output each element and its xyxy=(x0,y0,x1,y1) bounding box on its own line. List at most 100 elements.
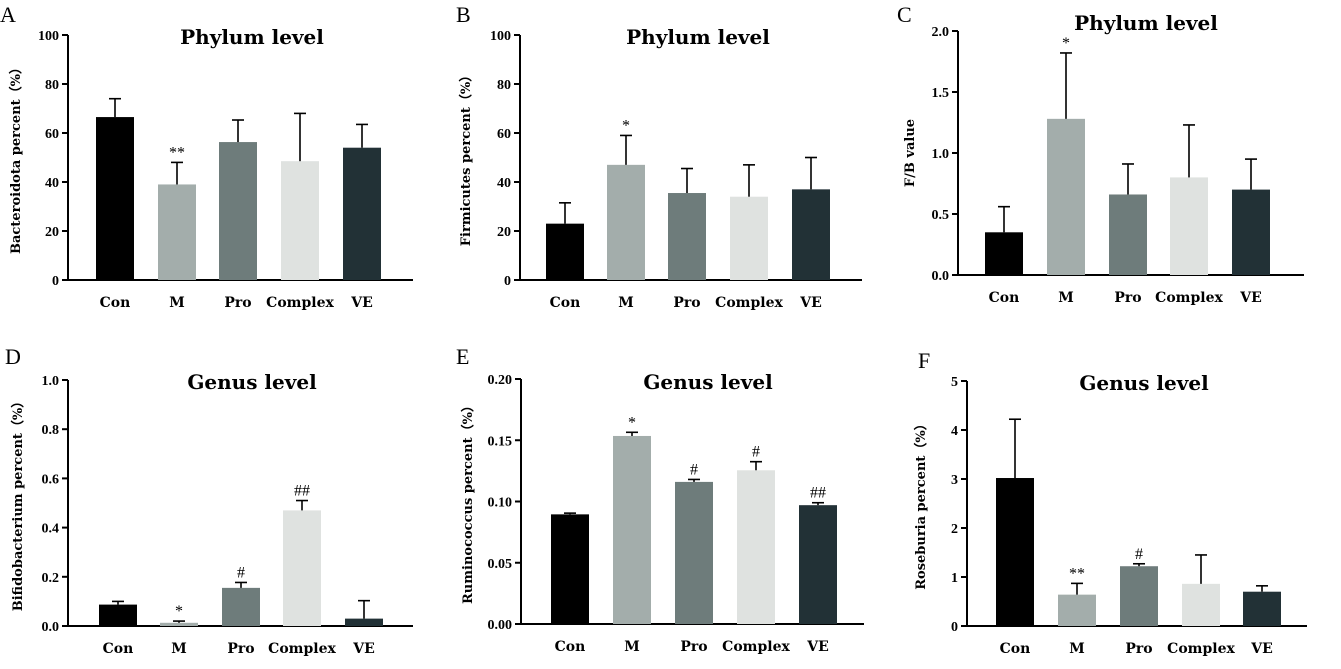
x-tick-label: Con xyxy=(989,290,1020,306)
x-tick-label: VE xyxy=(806,639,829,655)
y-tick-label: 100 xyxy=(490,29,511,44)
chart-title: Phylum level xyxy=(180,25,324,49)
chart-panel-f: F Genus level 0 1 2 3 4 5 Roseburia percent（%） Co… xyxy=(913,348,1307,657)
y-tick-label: 80 xyxy=(497,78,511,93)
significance-mark: ## xyxy=(294,483,310,500)
chart-panel-d: D Genus level 0.0 0.2 0.4 0.6 0.8 1.0 Bifidobact… xyxy=(5,344,413,657)
x-tick-label: Complex xyxy=(1155,290,1223,306)
y-tick-label: 0.05 xyxy=(488,557,513,572)
x-tick-label: Pro xyxy=(680,639,707,655)
y-tick-label: 2 xyxy=(951,522,958,537)
bar-pro xyxy=(222,587,260,626)
y-axis-label: Firmicutes percent（%） xyxy=(458,69,474,246)
y-tick-label: 20 xyxy=(45,225,59,240)
x-tick-label: Complex xyxy=(722,639,790,655)
x-tick-label: Complex xyxy=(268,641,336,657)
y-tick-label: 1.0 xyxy=(932,147,950,162)
y-tick-label: 2.0 xyxy=(932,25,950,40)
x-tick-label: Pro xyxy=(224,295,251,311)
bar-con xyxy=(996,478,1034,626)
bar-con xyxy=(551,514,589,624)
significance-mark: # xyxy=(1135,546,1143,563)
bar-complex xyxy=(1170,177,1208,275)
x-tick-label: VE xyxy=(350,295,373,311)
x-tick-label: VE xyxy=(1239,290,1262,306)
bar-pro xyxy=(675,481,713,624)
significance-mark: # xyxy=(690,461,698,478)
bar-pro xyxy=(1120,566,1158,626)
bar-m xyxy=(613,435,651,624)
y-tick-label: 0 xyxy=(504,274,511,289)
significance-mark: ** xyxy=(1069,565,1085,582)
x-tick-label: M xyxy=(1069,641,1085,657)
bar-con xyxy=(546,223,584,280)
bar-complex xyxy=(737,470,775,624)
chart-panel-c: C Phylum level 0.0 0.5 1.0 1.5 2.0 F/B value Con… xyxy=(897,2,1304,306)
x-tick-label: Con xyxy=(1000,641,1031,657)
x-tick-label: M xyxy=(169,295,185,311)
y-tick-label: 60 xyxy=(497,127,511,142)
bar-ve xyxy=(345,618,383,626)
bar-m xyxy=(1058,594,1096,626)
x-tick-label: Con xyxy=(100,295,131,311)
x-tick-label: Con xyxy=(550,295,581,311)
significance-mark: * xyxy=(175,603,183,620)
y-tick-label: 0.8 xyxy=(42,423,60,438)
y-axis-label: Roseburia percent（%） xyxy=(913,417,929,590)
significance-mark: # xyxy=(752,444,760,461)
panel-letter: C xyxy=(897,2,912,27)
chart-title: Phylum level xyxy=(1074,11,1218,35)
significance-mark: * xyxy=(628,414,636,431)
significance-mark: ** xyxy=(169,144,185,161)
y-tick-label: 0.20 xyxy=(488,373,513,388)
bar-ve xyxy=(799,505,837,624)
y-tick-label: 20 xyxy=(497,225,511,240)
x-tick-label: Pro xyxy=(1114,290,1141,306)
y-axis-label: Bacteroidota percent（%） xyxy=(8,61,24,254)
x-tick-label: Complex xyxy=(266,295,334,311)
x-tick-label: VE xyxy=(799,295,822,311)
y-tick-label: 0.00 xyxy=(488,618,513,633)
y-tick-label: 0.0 xyxy=(42,620,60,635)
bar-complex xyxy=(1182,583,1220,626)
chart-panel-b: B Phylum level 0 20 40 60 80 100 Firmicutes perc… xyxy=(456,2,862,311)
bar-m xyxy=(1047,118,1085,275)
bar-con xyxy=(985,232,1023,275)
bar-complex xyxy=(730,196,768,280)
bar-pro xyxy=(219,142,257,280)
y-axis-label: Ruminococcus percent（%） xyxy=(460,399,476,604)
y-tick-label: 1 xyxy=(951,571,958,586)
x-tick-label: Pro xyxy=(1125,641,1152,657)
y-tick-label: 100 xyxy=(38,29,59,44)
significance-mark: ## xyxy=(810,485,826,502)
y-tick-label: 0.5 xyxy=(932,208,950,223)
panel-letter: B xyxy=(456,2,471,27)
y-tick-label: 40 xyxy=(497,176,511,191)
bar-con xyxy=(96,117,134,280)
bar-complex xyxy=(283,510,321,626)
y-tick-label: 60 xyxy=(45,127,59,142)
bar-ve xyxy=(1232,189,1270,275)
y-axis-label: Bifidobacterium percent（%） xyxy=(10,395,26,612)
y-tick-label: 1.5 xyxy=(932,86,950,101)
x-tick-label: Pro xyxy=(227,641,254,657)
x-tick-label: Complex xyxy=(715,295,783,311)
x-tick-label: Con xyxy=(555,639,586,655)
significance-mark: * xyxy=(622,117,630,134)
y-tick-label: 1.0 xyxy=(42,374,60,389)
x-tick-label: Con xyxy=(103,641,134,657)
y-axis-label: F/B value xyxy=(903,119,918,187)
bar-m xyxy=(160,622,198,626)
bar-ve xyxy=(343,147,381,280)
chart-title: Genus level xyxy=(187,370,317,394)
panel-letter: D xyxy=(5,344,21,369)
x-tick-label: VE xyxy=(1250,641,1273,657)
significance-mark: # xyxy=(237,564,245,581)
panel-letter: A xyxy=(0,2,16,27)
panel-letter: E xyxy=(456,344,469,369)
chart-panel-a: A Phylum level 0 20 40 60 80 100 Bacteroidota pe… xyxy=(0,2,413,311)
x-tick-label: M xyxy=(624,639,640,655)
chart-panel-e: E Genus level 0.00 0.05 0.10 0.15 0.20 Ruminoco… xyxy=(456,344,864,655)
y-tick-label: 0.10 xyxy=(488,496,513,511)
y-tick-label: 0.15 xyxy=(488,434,513,449)
